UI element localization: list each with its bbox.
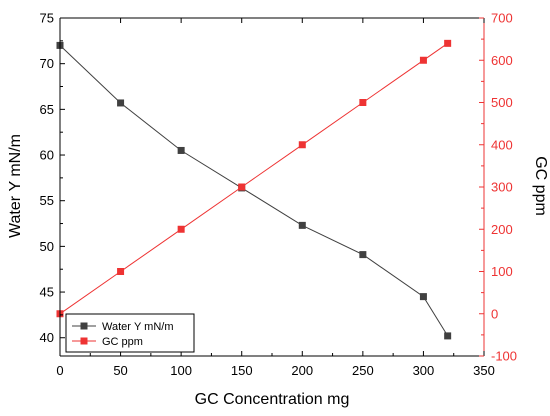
legend-label: GC ppm — [102, 336, 143, 348]
x-tick-label: 0 — [56, 363, 63, 378]
data-point-series-1 — [444, 332, 452, 340]
series-layer — [56, 39, 452, 340]
legend-marker — [80, 322, 88, 330]
data-point-series-2 — [298, 141, 306, 149]
x-tick-label: 200 — [291, 363, 313, 378]
data-point-series-2 — [444, 39, 452, 47]
x-axis-title: GC Concentration mg — [195, 391, 350, 408]
data-point-series-2 — [359, 99, 367, 106]
data-point-series-2 — [117, 268, 125, 275]
y-right-tick-label: 200 — [491, 222, 513, 237]
y-right-tick-label: 300 — [491, 180, 513, 195]
x-tick-label: 50 — [113, 363, 127, 378]
y-right-tick-label: 500 — [491, 95, 513, 110]
y-right-tick-label: 600 — [491, 53, 513, 68]
y-left-tick-label: 75 — [40, 11, 54, 26]
y-left-tick-label: 45 — [40, 285, 54, 300]
y-left-tick-label: 55 — [40, 193, 54, 208]
y-right-tick-label: 400 — [491, 137, 513, 152]
y-right-tick-label: 0 — [491, 306, 498, 321]
x-tick-label: 250 — [352, 363, 374, 378]
y-left-tick-label: 50 — [40, 239, 54, 254]
data-point-series-2 — [238, 183, 246, 191]
series-line-1 — [59, 45, 449, 337]
x-tick-label: 150 — [231, 363, 253, 378]
y-axis-left-title: Water Υ mN/m — [7, 134, 24, 238]
data-point-series-1 — [117, 99, 125, 107]
y-right-tick-label: -100 — [491, 349, 517, 364]
y-left-tick-label: 60 — [40, 148, 54, 163]
legend-marker — [80, 337, 88, 345]
legend-label: Water Υ mN/m — [102, 321, 174, 333]
data-point-series-2 — [177, 225, 185, 233]
data-point-series-1 — [177, 146, 185, 154]
series-line-2 — [59, 42, 448, 315]
legend: Water Υ mN/m GC ppm — [65, 313, 195, 353]
legend-box — [65, 313, 195, 353]
data-point-series-1 — [298, 221, 306, 229]
axes-layer: 0 50 100 150 200 250 300 350 40 45 50 55 60 65 70 75 -10… — [40, 11, 518, 379]
y-left-tick-label: 70 — [40, 56, 54, 71]
y-left-tick-label: 40 — [40, 330, 54, 345]
data-point-series-1 — [359, 251, 367, 259]
data-point-series-1 — [419, 293, 427, 301]
y-left-tick-label: 65 — [40, 102, 54, 117]
x-tick-label: 300 — [413, 363, 435, 378]
y-right-tick-label: 700 — [491, 11, 513, 26]
data-point-series-2 — [419, 56, 427, 64]
y-axis-right-title: GC ppm — [532, 156, 549, 216]
y-right-tick-label: 100 — [491, 264, 513, 279]
x-tick-label: 350 — [473, 363, 495, 378]
x-tick-label: 100 — [170, 363, 192, 378]
